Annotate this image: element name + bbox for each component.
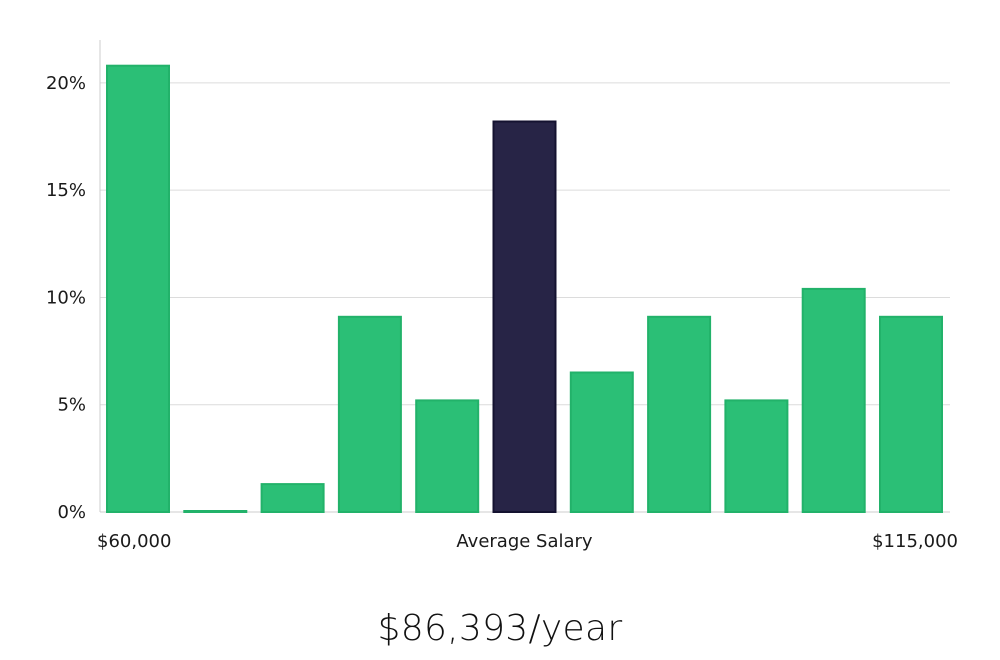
bar xyxy=(415,399,480,513)
y-tick-labels: 0% 5% 10% 15% 20% xyxy=(46,73,86,523)
bar xyxy=(337,315,402,513)
bar-average-salary xyxy=(492,120,557,513)
y-tick-label: 0% xyxy=(57,502,86,523)
bar xyxy=(106,64,170,513)
x-label-min: $60,000 xyxy=(97,531,171,552)
bar xyxy=(647,315,712,513)
bar xyxy=(260,483,325,514)
bar xyxy=(569,371,634,513)
bar xyxy=(183,510,248,513)
y-tick-label: 10% xyxy=(46,287,86,308)
x-label-max: $115,000 xyxy=(872,531,958,552)
salary-histogram: 0% 5% 10% 15% 20% $60,000 Average Salary $11… xyxy=(46,40,958,552)
bar xyxy=(724,399,789,513)
bar xyxy=(801,287,866,513)
y-tick-label: 20% xyxy=(46,73,86,94)
average-salary-headline: $86,393/year xyxy=(377,608,623,649)
y-tick-label: 5% xyxy=(57,395,86,416)
x-label-average: Average Salary xyxy=(456,531,593,552)
y-tick-label: 15% xyxy=(46,180,86,201)
bar xyxy=(879,315,943,513)
bars xyxy=(106,64,943,514)
